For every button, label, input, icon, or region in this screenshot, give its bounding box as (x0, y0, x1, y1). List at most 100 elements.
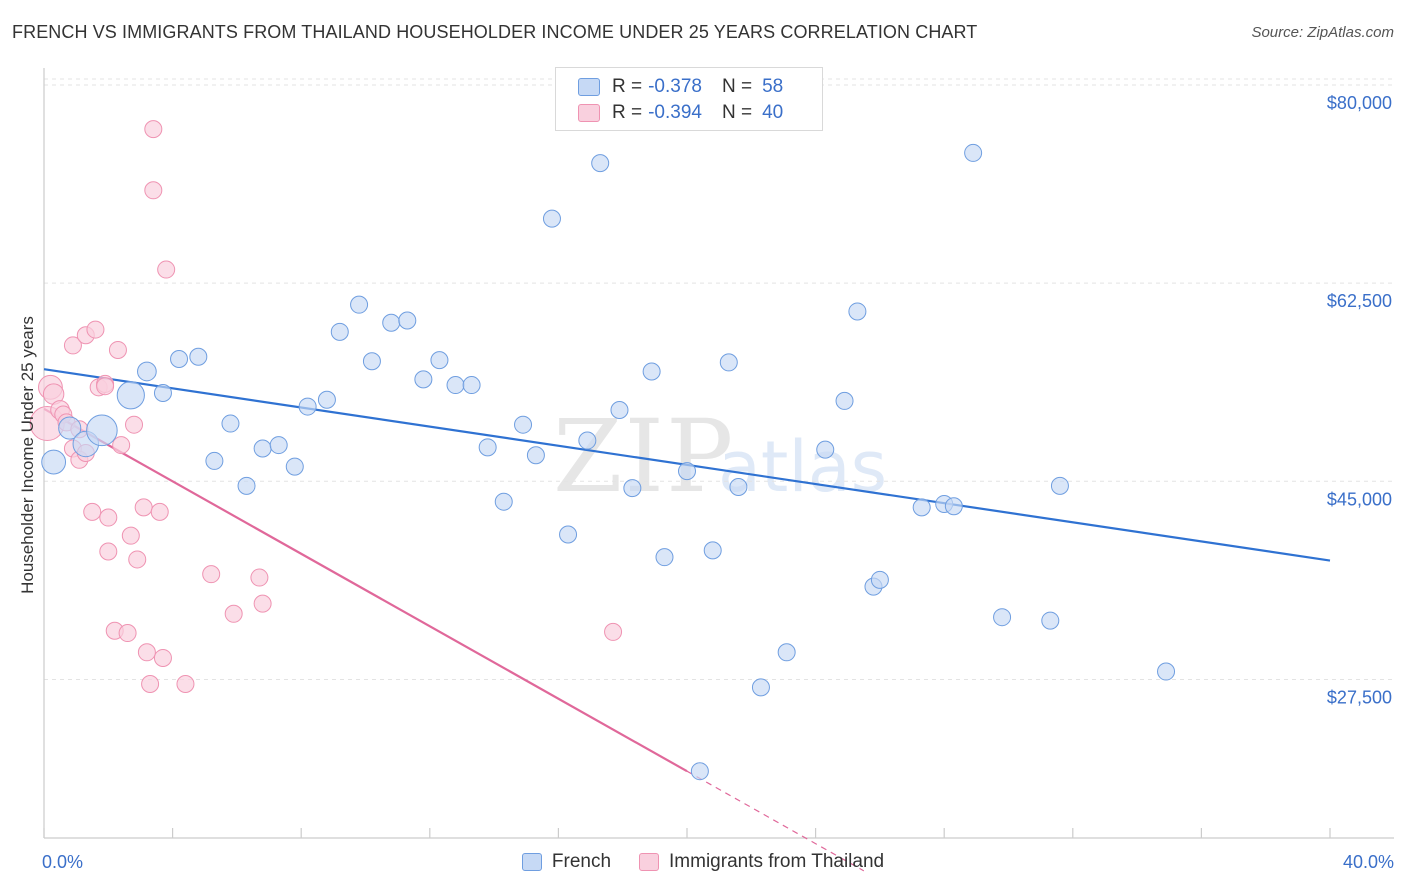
data-point-french (870, 570, 889, 589)
data-point-french (578, 431, 597, 450)
data-point-thailand (134, 498, 153, 517)
data-point-thailand (99, 542, 118, 561)
legend-n-label: N = (721, 76, 753, 97)
x-tick-min: 0.0% (42, 852, 84, 872)
legend-swatch-french (578, 78, 600, 96)
legend-r-value-thailand: -0.394 (648, 102, 702, 123)
data-point-french (944, 497, 963, 516)
data-point-french (848, 302, 867, 321)
data-point-thailand (118, 624, 137, 643)
data-point-french (690, 762, 709, 781)
data-point-thailand (202, 565, 221, 584)
legend-item-french[interactable]: French (521, 851, 612, 873)
data-point-french (610, 400, 629, 419)
trend-line-thailand-extension (686, 770, 865, 872)
data-point-french (1050, 476, 1069, 495)
data-point-thailand (63, 336, 82, 355)
data-point-french (719, 353, 738, 372)
data-point-thailand (224, 604, 243, 623)
watermark-atlas: atlas (718, 426, 888, 508)
data-point-french (430, 351, 449, 370)
data-point-french (330, 322, 349, 341)
data-point-french (170, 350, 189, 369)
data-point-french (116, 381, 145, 410)
data-point-thailand (176, 675, 195, 693)
legend-r-label: R = (612, 76, 643, 97)
axes (43, 68, 1394, 839)
legend-n-value-french: 58 (762, 76, 784, 97)
data-point-french (221, 414, 240, 433)
data-point-french (317, 390, 336, 409)
y-tick-label: $62,500 (1327, 291, 1392, 311)
trend-line-thailand (43, 407, 688, 773)
data-point-french (41, 449, 67, 475)
data-point-french (298, 397, 317, 416)
data-point-french (591, 154, 610, 173)
data-point-thailand (108, 340, 127, 359)
legend-item-thailand[interactable]: Immigrants from Thailand (639, 851, 884, 873)
chart-title: FRENCH VS IMMIGRANTS FROM THAILAND HOUSE… (12, 22, 978, 42)
data-point-french (993, 608, 1012, 627)
y-axis-label: Householder Income Under 25 years (18, 316, 37, 594)
legend-n-value-thailand: 40 (762, 102, 784, 123)
data-point-french (382, 313, 401, 332)
data-point-french (446, 376, 465, 395)
data-point-french (494, 492, 513, 511)
legend-swatch-thailand (578, 104, 600, 122)
data-point-thailand (125, 415, 144, 434)
legend-label-french: French (551, 851, 612, 872)
y-tick-label: $45,000 (1327, 489, 1392, 509)
data-point-french (253, 439, 272, 458)
data-point-french (912, 498, 931, 517)
legend-r-label: R = (612, 102, 643, 123)
correlation-legend: R = -0.378 N = 58 R = -0.394 N = 40 (555, 67, 823, 131)
data-point-thailand (128, 550, 147, 569)
data-point-french (1041, 611, 1060, 630)
legend-swatch-french (521, 853, 542, 871)
data-point-thailand (144, 120, 163, 139)
data-point-french (350, 295, 369, 314)
x-tick-max: 40.0% (1342, 852, 1394, 872)
data-point-thailand (253, 594, 272, 613)
watermark-zip: ZIP (553, 398, 736, 515)
data-point-thailand (99, 508, 118, 527)
data-point-thailand (137, 643, 156, 662)
series-legend: French Immigrants from Thailand (0, 851, 1406, 873)
gridlines (44, 78, 1394, 680)
data-point-french (703, 541, 722, 560)
y-tick-label: $27,500 (1327, 687, 1392, 707)
source-credit: Source: ZipAtlas.com (1251, 24, 1394, 41)
data-point-thailand (150, 502, 169, 521)
data-point-thailand (112, 436, 131, 455)
data-point-french (205, 451, 224, 470)
y-tick-label: $80,000 (1327, 93, 1392, 113)
data-point-french (642, 362, 661, 381)
data-point-french (58, 416, 82, 440)
data-point-thailand (250, 568, 269, 587)
data-point-french (777, 643, 796, 662)
data-point-thailand (121, 526, 140, 545)
legend-row-thailand: R = -0.394 N = 40 (578, 100, 783, 126)
data-point-french (1157, 662, 1176, 681)
data-point-thailand (96, 377, 115, 396)
data-point-french (835, 391, 854, 410)
data-point-french (153, 383, 172, 402)
data-point-french (655, 548, 674, 567)
data-point-french (526, 446, 545, 465)
data-point-thailand (153, 648, 172, 667)
legend-row-french: R = -0.378 N = 58 (578, 74, 783, 100)
data-point-french (189, 347, 208, 366)
data-point-french (478, 438, 497, 457)
data-point-french (559, 525, 578, 544)
legend-swatch-thailand (639, 853, 660, 871)
data-point-thailand (83, 502, 102, 521)
data-point-french (237, 476, 256, 495)
data-point-french (285, 457, 304, 476)
data-point-thailand (144, 181, 163, 200)
data-point-thailand (86, 320, 105, 339)
legend-r-value-french: -0.378 (648, 76, 702, 97)
legend-label-thailand: Immigrants from Thailand (669, 851, 885, 872)
y-tick-labels: $27,500 $45,000 $62,500 $80,000 (1327, 93, 1392, 707)
legend-n-label: N = (721, 102, 753, 123)
data-point-french (362, 352, 381, 371)
